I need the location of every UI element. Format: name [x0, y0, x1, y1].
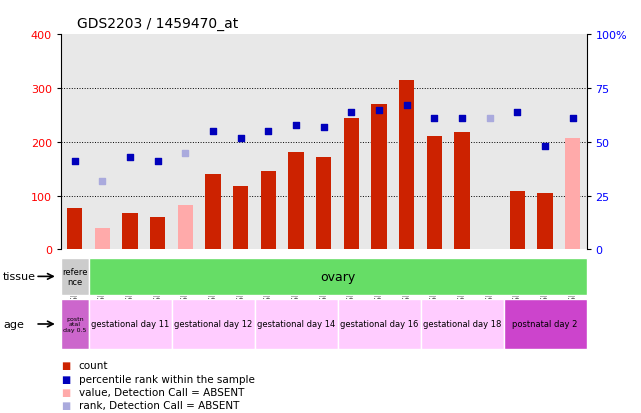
Point [401, 103, 412, 109]
Text: count: count [79, 361, 108, 370]
Bar [427, 137, 442, 250]
Bar [178, 205, 193, 250]
Bar [344, 118, 359, 250]
Bar [371, 105, 387, 250]
Point [125, 154, 135, 161]
Text: ■: ■ [61, 374, 70, 384]
Text: gestational day 16: gestational day 16 [340, 320, 418, 329]
Text: postnatal day 2: postnatal day 2 [512, 320, 578, 329]
Bar [172, 299, 254, 349]
Point [70, 159, 80, 165]
Bar [420, 299, 504, 349]
Text: ovary: ovary [320, 270, 355, 283]
Point [567, 116, 578, 122]
Point [457, 116, 467, 122]
Text: ■: ■ [61, 400, 70, 410]
Text: rank, Detection Call = ABSENT: rank, Detection Call = ABSENT [79, 400, 239, 410]
Point [180, 150, 190, 157]
Text: gestational day 14: gestational day 14 [257, 320, 335, 329]
Bar [510, 191, 525, 250]
Point [319, 124, 329, 131]
Bar [338, 299, 420, 349]
Text: value, Detection Call = ABSENT: value, Detection Call = ABSENT [79, 387, 244, 397]
Bar [454, 133, 470, 250]
Text: refere
nce: refere nce [62, 267, 87, 286]
Bar [399, 81, 414, 250]
Bar [288, 153, 304, 250]
Text: ■: ■ [61, 387, 70, 397]
Point [263, 128, 274, 135]
Bar [122, 214, 138, 250]
Bar [95, 228, 110, 250]
Text: percentile rank within the sample: percentile rank within the sample [79, 374, 254, 384]
Bar [316, 158, 331, 250]
Bar [150, 217, 165, 250]
Bar [61, 299, 88, 349]
Text: gestational day 11: gestational day 11 [91, 320, 169, 329]
Bar [254, 299, 338, 349]
Bar [61, 258, 88, 295]
Text: postn
atal
day 0.5: postn atal day 0.5 [63, 316, 87, 332]
Bar [537, 194, 553, 250]
Bar [261, 171, 276, 250]
Bar [565, 139, 580, 250]
Bar [233, 187, 248, 250]
Point [97, 178, 108, 185]
Text: ■: ■ [61, 361, 70, 370]
Point [374, 107, 384, 114]
Point [153, 159, 163, 165]
Bar [67, 209, 82, 250]
Point [291, 122, 301, 128]
Text: GDS2203 / 1459470_at: GDS2203 / 1459470_at [77, 17, 238, 31]
Bar [205, 174, 221, 250]
Text: tissue: tissue [3, 272, 36, 282]
Text: gestational day 12: gestational day 12 [174, 320, 252, 329]
Point [236, 135, 246, 142]
Point [208, 128, 218, 135]
Point [540, 143, 550, 150]
Point [429, 116, 440, 122]
Text: gestational day 18: gestational day 18 [423, 320, 501, 329]
Bar [88, 299, 172, 349]
Point [512, 109, 522, 116]
Text: age: age [3, 319, 24, 329]
Bar [504, 299, 587, 349]
Point [485, 116, 495, 122]
Point [346, 109, 356, 116]
